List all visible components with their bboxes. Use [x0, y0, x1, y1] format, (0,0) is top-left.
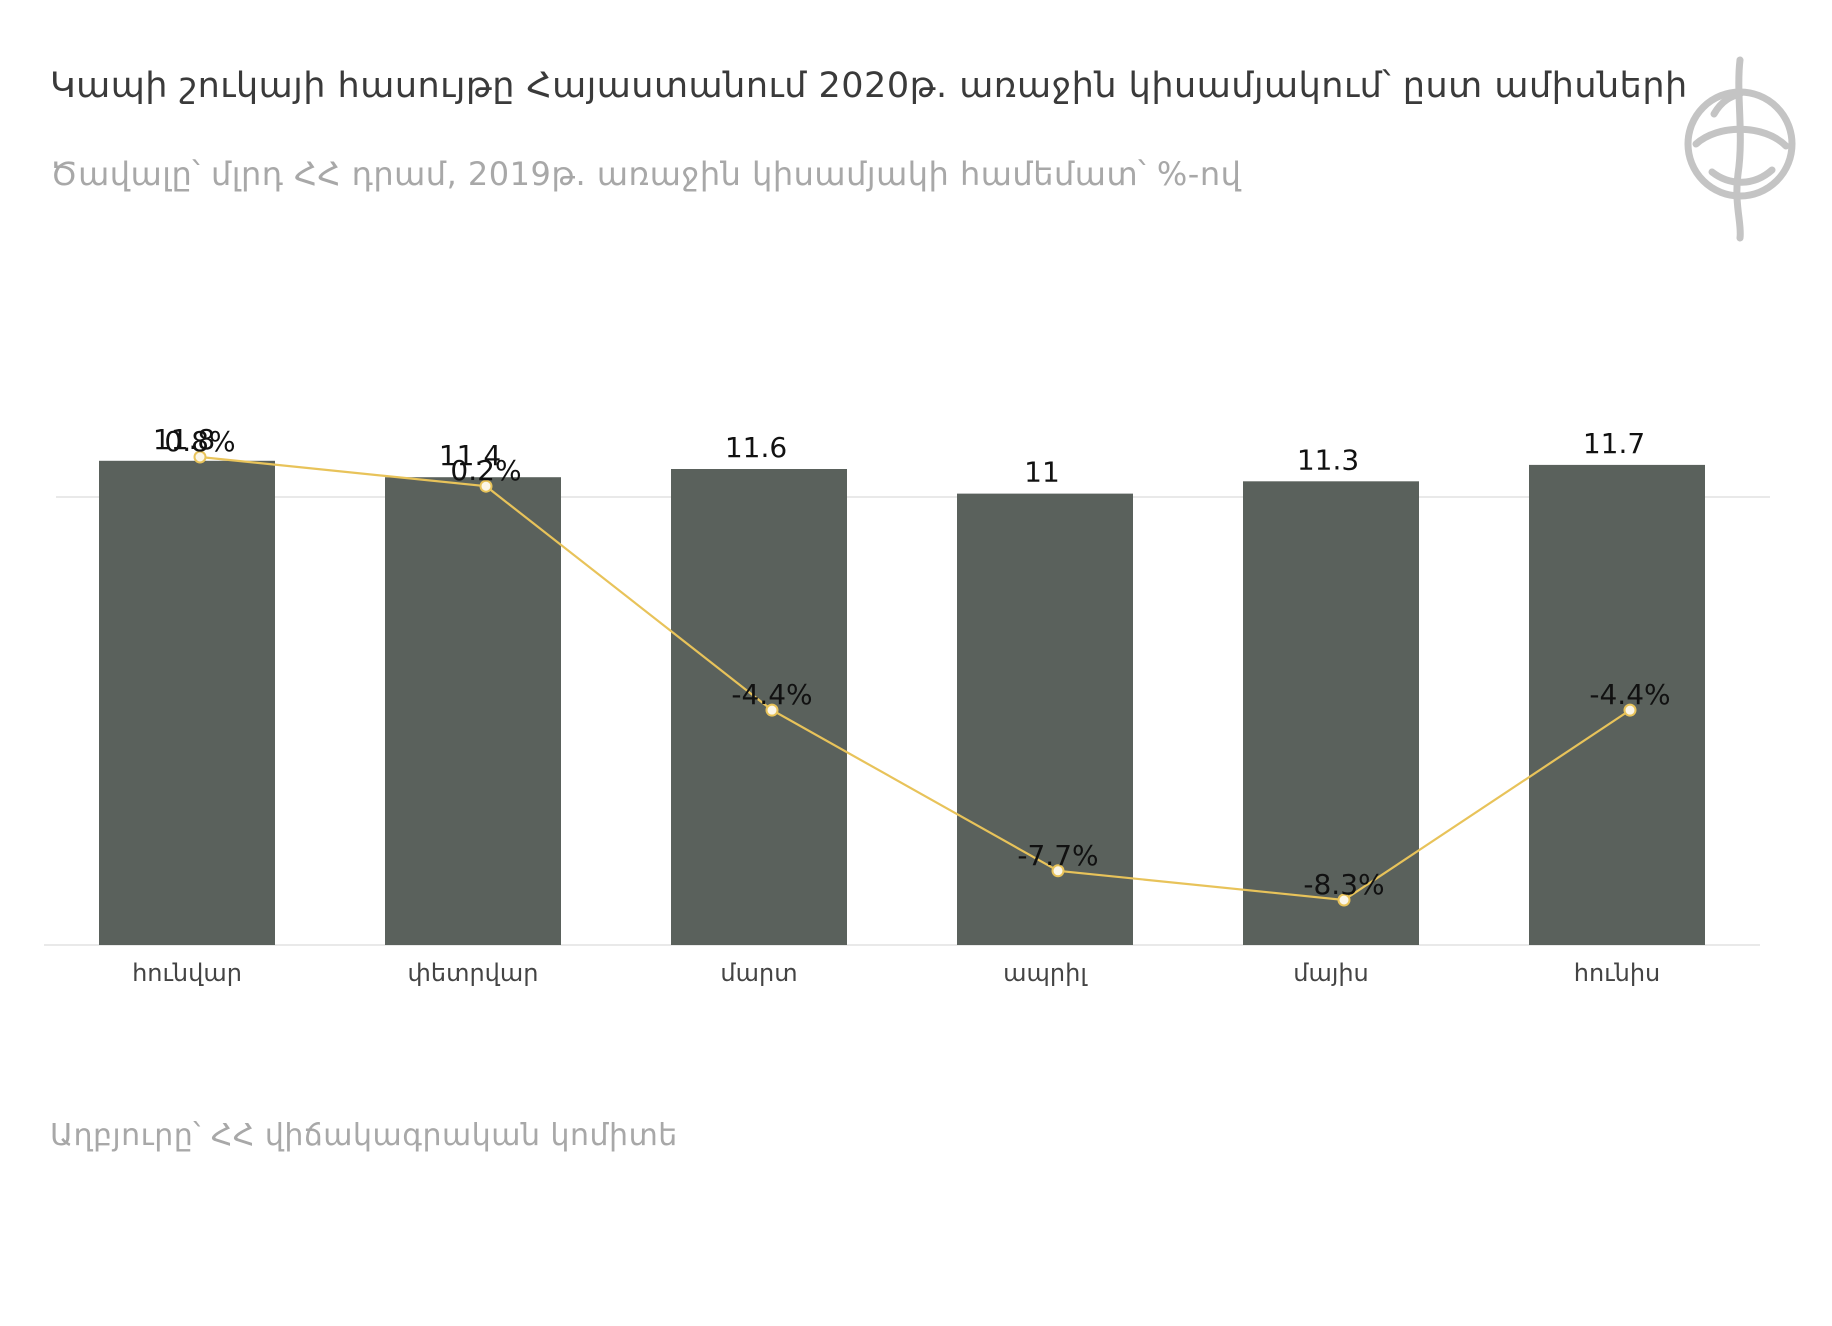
line-point-1: [193, 450, 207, 464]
chart-source: Աղբյուրը՝ ՀՀ վիճակագրական կոմիտե: [50, 1118, 678, 1153]
bar-value-label-4: 11: [1024, 456, 1060, 489]
x-tick-label-5: մայիս: [1293, 959, 1369, 987]
x-tick-label-6: հունիս: [1574, 959, 1660, 987]
organization-logo-icon: [1684, 56, 1796, 242]
bar-value-label-6: 11.7: [1583, 427, 1645, 460]
bar-1: [99, 460, 275, 945]
line-value-label-4: -7.7%: [1017, 839, 1098, 872]
x-tick-label-4: ապրիլ: [1003, 959, 1088, 987]
line-series-path: [199, 455, 1631, 902]
bar-5: [1243, 481, 1419, 945]
line-value-label-5: -8.3%: [1303, 868, 1384, 901]
line-value-label-3: -4.4%: [731, 678, 812, 711]
bar-value-label-5: 11.3: [1297, 443, 1359, 476]
line-point-4: [1051, 864, 1065, 878]
bar-value-label-1: 11.8: [153, 423, 215, 456]
bar-value-label-2: 11.4: [439, 439, 501, 472]
line-value-label-6: -4.4%: [1589, 678, 1670, 711]
chart-title: Կապի շուկայի հասույթը Հայաստանում 2020թ.…: [50, 66, 1688, 106]
bar-3: [671, 469, 847, 945]
bar-2: [385, 477, 561, 945]
bar-value-label-3: 11.6: [725, 431, 787, 464]
x-tick-label-2: փետրվար: [408, 959, 539, 987]
line-point-3: [765, 703, 779, 717]
x-tick-label-1: հունվար: [132, 959, 242, 987]
line-point-6: [1623, 703, 1637, 717]
line-point-2: [479, 479, 493, 493]
chart-subtitle: Ծավալը՝ մլրդ ՀՀ դրամ, 2019թ. առաջին կիսա…: [50, 155, 1242, 193]
bar-4: [957, 493, 1133, 945]
line-value-label-1: 0.8%: [164, 425, 235, 458]
line-value-label-2: 0.2%: [450, 454, 521, 487]
line-point-5: [1337, 893, 1351, 907]
x-tick-label-3: մարտ: [720, 959, 797, 987]
bar-6: [1529, 464, 1705, 945]
